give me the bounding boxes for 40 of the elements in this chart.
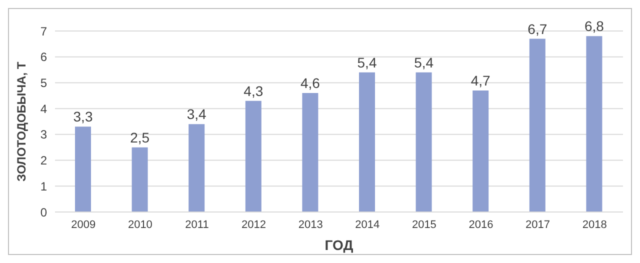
y-tick-label: 0 — [40, 205, 48, 220]
x-tick-label: 2015 — [412, 218, 436, 231]
y-tick-label: 6 — [40, 50, 48, 64]
x-tick-label: 2017 — [526, 218, 550, 231]
bar — [416, 72, 432, 212]
x-tick-label: 2010 — [128, 218, 152, 231]
data-label: 4,3 — [244, 82, 264, 99]
y-tick-label: 7 — [40, 24, 48, 38]
bar — [359, 72, 375, 212]
x-tick-label: 2014 — [355, 218, 380, 231]
data-label: 6,8 — [584, 18, 604, 34]
y-tick-label: 3 — [40, 128, 48, 142]
bar — [75, 126, 91, 212]
y-tick-label: 2 — [40, 154, 48, 168]
data-label: 4,7 — [470, 72, 491, 88]
bar — [188, 124, 205, 212]
bar — [472, 90, 489, 212]
data-label: 5,4 — [357, 54, 377, 70]
x-tick-label: 2016 — [468, 218, 494, 231]
data-label: 3,4 — [186, 106, 207, 122]
y-axis-title: ЗОЛОТОДОБЫЧА, Т — [14, 61, 28, 182]
bar — [302, 93, 318, 212]
data-label: 6,7 — [528, 20, 548, 37]
y-tick-label: 5 — [40, 76, 48, 90]
bar — [245, 100, 262, 212]
data-label: 4,6 — [300, 75, 320, 92]
x-axis-title: ГОД — [324, 237, 354, 253]
data-label: 3,3 — [73, 108, 93, 125]
data-label: 2,5 — [130, 129, 150, 146]
bar — [132, 147, 148, 212]
x-tick-label: 2009 — [71, 218, 96, 231]
x-tick-label: 2013 — [298, 218, 323, 231]
x-tick-label: 2012 — [242, 218, 266, 231]
bar — [529, 38, 546, 212]
x-tick-label: 2018 — [582, 218, 607, 231]
data-label: 5,4 — [414, 54, 434, 70]
y-tick-label: 4 — [40, 102, 48, 116]
y-tick-label: 1 — [40, 179, 48, 194]
x-tick-label: 2011 — [185, 218, 209, 231]
bar — [586, 36, 602, 212]
